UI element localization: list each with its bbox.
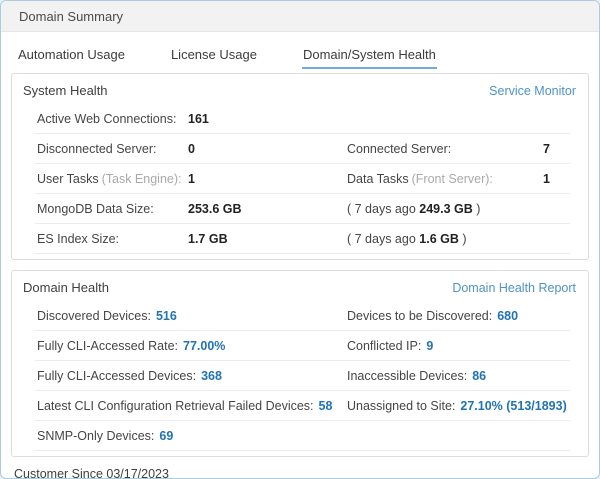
metric-value: 368 — [201, 368, 222, 383]
metric-label-main: Data Tasks — [347, 171, 409, 186]
history-prefix: ( 7 days ago — [347, 201, 420, 216]
history-suffix: ) — [458, 231, 467, 246]
metric-label-main: User Tasks — [37, 171, 99, 186]
tab-automation-usage[interactable]: Automation Usage — [18, 47, 125, 62]
metric-row-retrieval-failed: Latest CLI Configuration Retrieval Faile… — [35, 391, 570, 421]
metric-label: Unassigned to Site: — [347, 398, 456, 413]
metric-value: 680 — [497, 308, 519, 323]
metric-pair: Fully CLI-Accessed Devices: 368 — [37, 369, 347, 383]
service-monitor-link[interactable]: Service Monitor — [489, 83, 576, 98]
metric-value: 0 — [188, 141, 195, 156]
metric-pair: Latest CLI Configuration Retrieval Faile… — [37, 399, 347, 413]
metric-value: 1.7 GB — [188, 231, 228, 246]
metric-value: 1 — [188, 171, 195, 186]
history-suffix: ) — [472, 201, 481, 216]
metric-value: 516 — [155, 308, 177, 323]
system-health-title: System Health — [23, 83, 108, 98]
metric-label: Latest CLI Configuration Retrieval Faile… — [37, 398, 314, 413]
metric-label: Fully CLI-Accessed Rate: — [37, 338, 179, 353]
metric-pair: Unassigned to Site: 27.10% (513/1893) — [347, 399, 570, 413]
metric-pair: Conflicted IP: 9 — [347, 339, 570, 353]
metric-pair: SNMP-Only Devices: 69 — [37, 429, 347, 443]
tab-bar: Automation Usage License Usage Domain/Sy… — [1, 32, 599, 69]
panel-header: Domain Summary — [1, 1, 599, 32]
metric-value: 58 — [318, 398, 333, 413]
metric-pair: Fully CLI-Accessed Rate: 77.00% — [37, 339, 347, 353]
system-health-section: System Health Service Monitor Active Web… — [11, 73, 589, 260]
domain-health-header: Domain Health Domain Health Report — [12, 271, 588, 301]
domain-health-section: Domain Health Domain Health Report Disco… — [11, 270, 589, 457]
metric-label: Connected Server: — [347, 141, 452, 156]
metric-row-tasks: User Tasks (Task Engine): 1 Data Tasks (Fr… — [35, 164, 570, 194]
history-value: 249.3 GB — [419, 201, 473, 216]
metric-label: Disconnected Server: — [37, 141, 157, 156]
metric-label: Inaccessible Devices: — [347, 368, 468, 383]
metric-history: ( 7 days ago 1.6 GB ) — [347, 232, 467, 246]
metric-row-cli-devices: Fully CLI-Accessed Devices: 368 Inaccessi… — [35, 361, 570, 391]
customer-since-text: Customer Since 03/17/2023 — [14, 467, 169, 479]
metric-label: Conflicted IP: — [347, 338, 422, 353]
metric-row-discovered: Discovered Devices: 516 Devices to be Dis… — [35, 301, 570, 331]
tab-domain-system-health[interactable]: Domain/System Health — [301, 32, 437, 69]
metric-pair: Inaccessible Devices: 86 — [347, 369, 570, 383]
panel-title: Domain Summary — [19, 8, 124, 24]
system-health-rows: Active Web Connections: 161 Disconnected… — [35, 104, 570, 259]
metric-label: Data Tasks (Front Server): — [347, 172, 493, 186]
metric-value: 86 — [472, 368, 487, 383]
domain-health-rows: Discovered Devices: 516 Devices to be Dis… — [35, 301, 570, 456]
history-prefix: ( 7 days ago — [347, 231, 420, 246]
metric-label: MongoDB Data Size: — [37, 201, 154, 216]
system-health-header: System Health Service Monitor — [12, 74, 588, 104]
metric-label-sub: (Front Server): — [411, 171, 493, 186]
metric-row-es-index-size: ES Index Size: 1.7 GB ( 7 days ago 1.6 G… — [35, 224, 570, 254]
history-value: 1.6 GB — [419, 231, 459, 246]
metric-history: ( 7 days ago 249.3 GB ) — [347, 202, 480, 216]
metric-label: Devices to be Discovered: — [347, 308, 493, 323]
metric-pair: Devices to be Discovered: 680 — [347, 309, 570, 323]
metric-label: SNMP-Only Devices: — [37, 428, 155, 443]
domain-health-title: Domain Health — [23, 280, 109, 295]
metric-row-active-web-connections: Active Web Connections: 161 — [35, 104, 570, 134]
metric-label: Fully CLI-Accessed Devices: — [37, 368, 197, 383]
metric-label: ES Index Size: — [37, 231, 119, 246]
metric-label: Active Web Connections: — [37, 111, 177, 126]
tab-license-usage[interactable]: License Usage — [170, 47, 257, 62]
metric-row-mongodb-size: MongoDB Data Size: 253.6 GB ( 7 days ago… — [35, 194, 570, 224]
metric-value: 7 — [543, 141, 550, 156]
metric-label: Discovered Devices: — [37, 308, 151, 323]
metric-value: 161 — [188, 111, 209, 126]
metric-value: 9 — [426, 338, 434, 353]
metric-row-cli-rate: Fully CLI-Accessed Rate: 77.00% Conflicte… — [35, 331, 570, 361]
metric-label-sub: (Task Engine): — [101, 171, 182, 186]
metric-value: 77.00% — [183, 338, 226, 353]
metric-value: 1 — [543, 171, 550, 186]
metric-value: 27.10% (513/1893) — [460, 398, 567, 413]
metric-row-snmp-only: SNMP-Only Devices: 69 — [35, 421, 570, 451]
metric-value: 69 — [159, 428, 174, 443]
metric-label: User Tasks (Task Engine): — [37, 172, 188, 186]
metric-row-servers: Disconnected Server: 0 Connected Server:… — [35, 134, 570, 164]
domain-health-report-link[interactable]: Domain Health Report — [452, 280, 576, 295]
metric-pair: Discovered Devices: 516 — [37, 309, 347, 323]
metric-value: 253.6 GB — [188, 201, 242, 216]
